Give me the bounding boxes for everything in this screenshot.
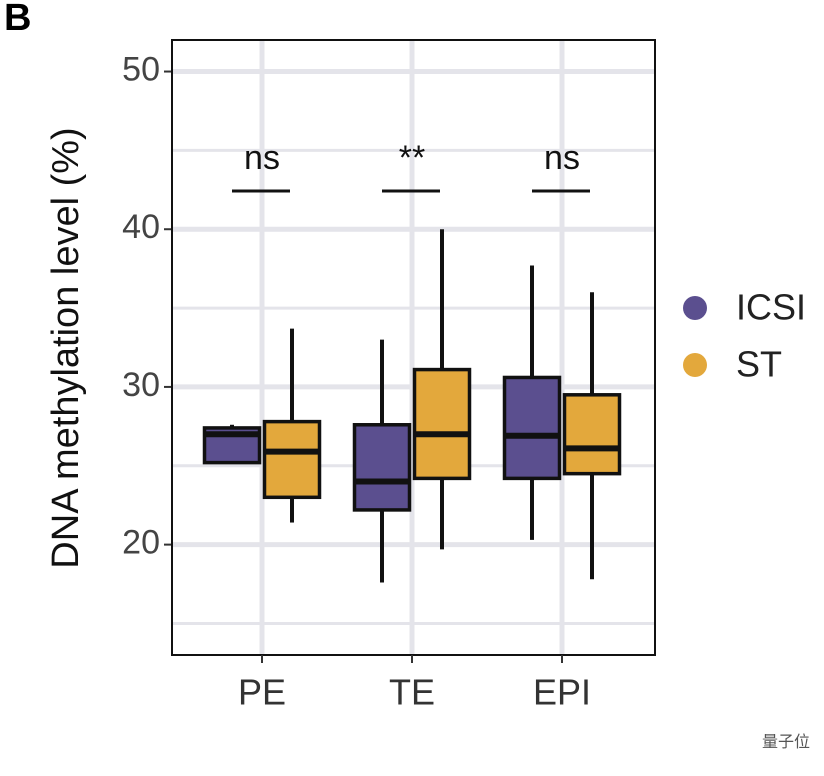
y-axis-label: DNA methylation level (%)	[45, 127, 87, 568]
legend-label: ICSI	[736, 287, 806, 328]
x-tick-label: TE	[389, 672, 435, 713]
plot-frame	[171, 39, 656, 656]
legend-marker	[683, 353, 707, 377]
box	[412, 367, 472, 481]
legend-label: ST	[736, 344, 782, 385]
box	[262, 419, 322, 500]
y-tick-label: 30	[122, 366, 160, 404]
box	[562, 393, 622, 476]
box	[502, 375, 562, 481]
y-tick-label: 20	[122, 524, 160, 562]
legend-marker	[683, 296, 707, 320]
panel-label: B	[4, 0, 31, 39]
x-tick-label: PE	[238, 672, 286, 713]
significance-label: ns	[544, 139, 580, 177]
watermark: 量子位	[762, 733, 810, 751]
x-tick-label: EPI	[533, 672, 591, 713]
significance-label: ns	[244, 139, 280, 177]
significance-label: **	[399, 139, 425, 177]
y-tick-label: 40	[122, 208, 160, 246]
box	[352, 423, 412, 512]
y-tick-label: 50	[122, 51, 160, 89]
